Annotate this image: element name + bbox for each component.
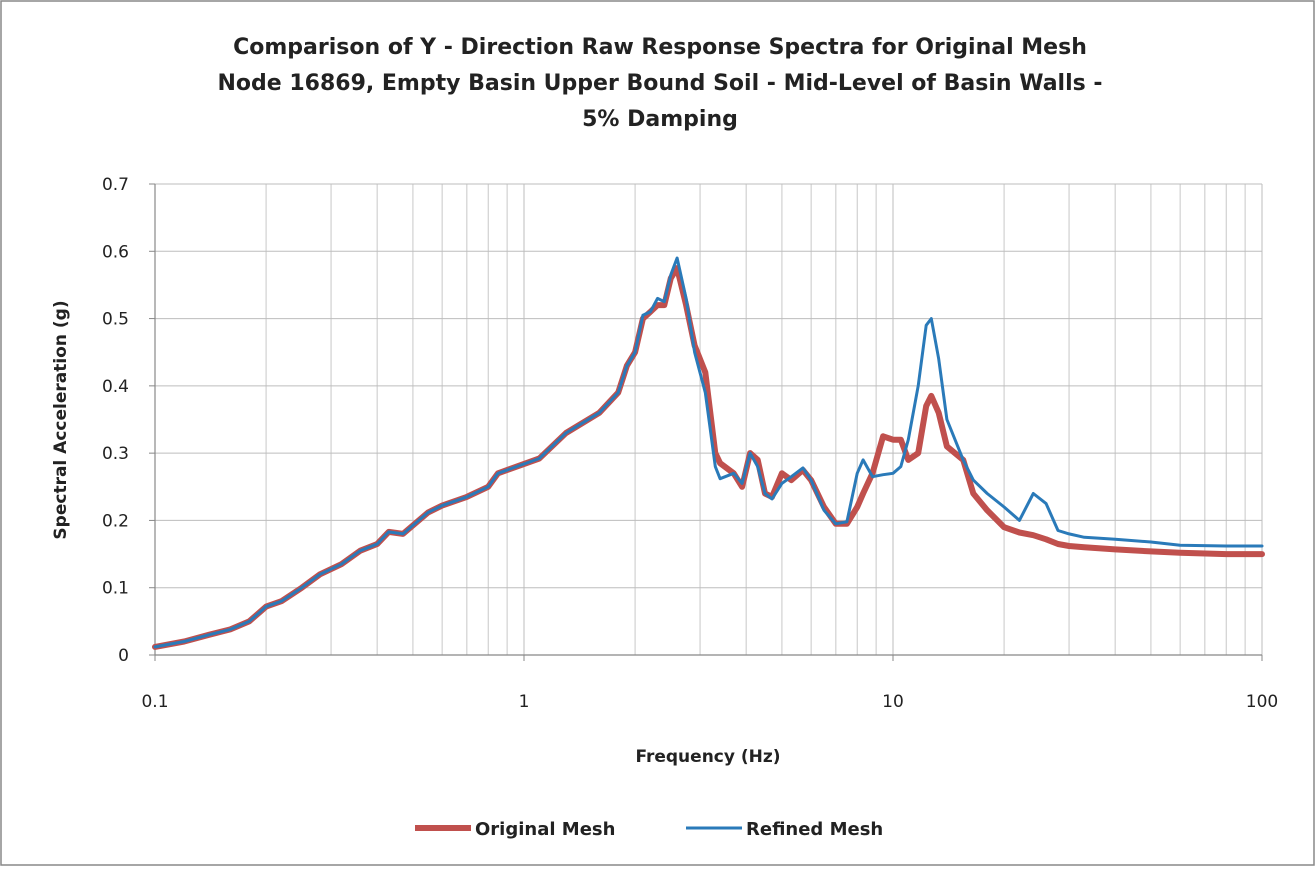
x-tick-label: 10 bbox=[882, 692, 904, 712]
chart-title: Comparison of Y - Direction Raw Response… bbox=[233, 35, 1087, 60]
y-tick-label: 0.6 bbox=[102, 242, 129, 262]
legend-label: Refined Mesh bbox=[746, 819, 883, 840]
y-tick-label: 0.3 bbox=[102, 444, 129, 464]
legend-label: Original Mesh bbox=[475, 819, 615, 840]
y-tick-label: 0.4 bbox=[102, 377, 129, 397]
y-tick-label: 0.1 bbox=[102, 579, 129, 599]
y-tick-label: 0.7 bbox=[102, 175, 129, 195]
y-tick-label: 0 bbox=[118, 646, 129, 666]
chart-title: 5% Damping bbox=[582, 107, 738, 132]
series-line bbox=[153, 256, 1264, 649]
x-tick-label: 100 bbox=[1246, 692, 1278, 712]
x-tick-label: 1 bbox=[519, 692, 530, 712]
x-tick-label: 0.1 bbox=[141, 692, 168, 712]
x-axis-label: Frequency (Hz) bbox=[635, 747, 780, 767]
chart-title: Node 16869, Empty Basin Upper Bound Soil… bbox=[217, 71, 1102, 96]
y-tick-label: 0.2 bbox=[102, 511, 129, 531]
y-tick-label: 0.5 bbox=[102, 310, 129, 330]
y-axis-label: Spectral Acceleration (g) bbox=[51, 300, 71, 539]
